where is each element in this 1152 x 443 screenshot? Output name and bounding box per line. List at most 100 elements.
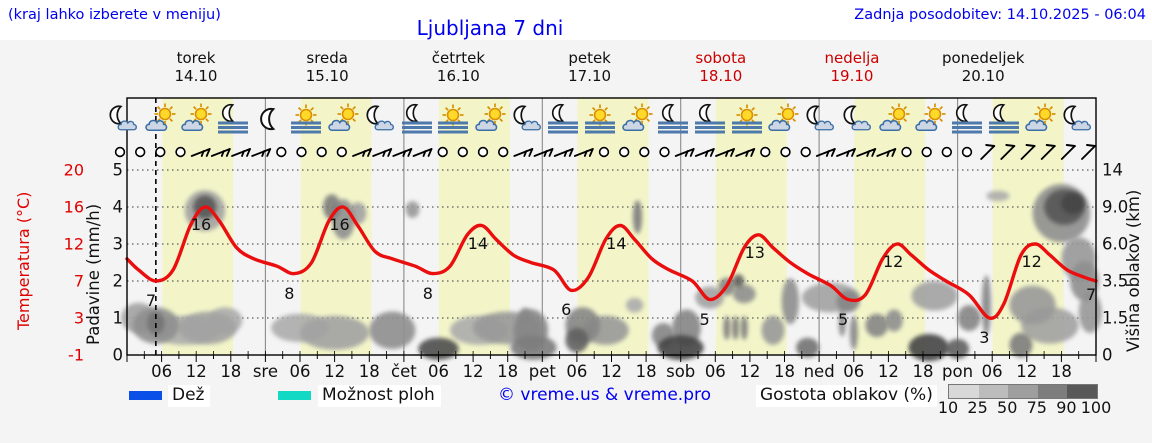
sun-cloud-icon <box>875 100 913 138</box>
rain-legend-swatch <box>129 391 162 400</box>
day-abbrev-label: sre <box>252 362 279 381</box>
rain-legend-label: Dež <box>168 385 211 407</box>
cloud-tick-label: 1.5 <box>1102 308 1129 328</box>
temperature-max-label: 16 <box>329 215 350 234</box>
wind-calm-icon <box>155 146 166 158</box>
hour-label: 18 <box>912 362 934 381</box>
temperature-max-label: 12 <box>1021 252 1042 271</box>
day-date: 19.10 <box>830 66 874 85</box>
day-header-nedelja: nedelja 19.10 <box>792 49 912 85</box>
day-date: 17.10 <box>568 66 612 85</box>
wind-barb-icon <box>815 148 836 157</box>
precip-tick-label: 4 <box>112 197 124 217</box>
day-name: petek <box>568 49 611 67</box>
temperature-min-label: 5 <box>699 309 710 329</box>
wind-calm-icon <box>921 146 932 158</box>
wind-barb-icon <box>674 148 695 157</box>
wind-barb-strong-icon <box>1060 144 1076 160</box>
location-hint: (kraj lahko izberete v meniju) <box>8 7 221 23</box>
cloud-tick-label: 14 <box>1102 160 1123 180</box>
wind-calm-icon <box>457 146 468 158</box>
sun-fog-icon <box>434 100 472 138</box>
cloud-blob <box>732 274 745 288</box>
cloud-blob <box>849 315 858 350</box>
sun-cloud-icon <box>177 100 215 138</box>
wind-calm-icon <box>780 146 791 158</box>
sun-fog-icon <box>287 100 325 138</box>
wind-calm-icon <box>114 146 126 158</box>
cloud-blob <box>510 335 557 360</box>
cloud-blob <box>632 200 643 234</box>
day-name: sobota <box>695 49 747 67</box>
cloud-blob <box>405 201 420 218</box>
wind-barb-icon <box>412 148 433 157</box>
hour-label: 12 <box>462 362 484 381</box>
sun-cloud-icon <box>618 100 656 138</box>
wind-calm-icon <box>659 146 670 158</box>
day-header-sobota: sobota 18.10 <box>661 49 781 85</box>
temp-tick-label: -1 <box>68 345 84 365</box>
cloud-tick-label: 6.0 <box>1102 234 1129 254</box>
moon-icon <box>251 100 289 138</box>
temperature-min-label: 8 <box>284 283 295 303</box>
sun-cloud-icon <box>764 100 802 138</box>
wind-barb-strong-icon <box>1040 144 1056 160</box>
wind-barb-strong-icon <box>980 144 996 160</box>
sun-cloud-icon <box>911 100 949 138</box>
precip-tick-label: 5 <box>112 160 124 180</box>
wind-barb-icon <box>231 148 251 157</box>
cloud-blob <box>323 194 341 220</box>
colorbar-tick-label: 10 <box>937 398 959 417</box>
colorbar-tick-label: 50 <box>997 398 1018 417</box>
day-date: 16.10 <box>436 66 480 85</box>
temperature-curve <box>125 205 1098 320</box>
cloud-blob <box>732 284 756 304</box>
colorbar-segment <box>949 385 979 398</box>
cloud-blob <box>781 278 799 325</box>
wind-barb-icon <box>533 148 554 157</box>
wind-barb-icon <box>694 148 715 157</box>
sun-cloud-icon <box>471 100 509 138</box>
wind-calm-icon <box>296 146 307 158</box>
wind-calm-icon <box>639 146 650 158</box>
day-name: nedelja <box>824 49 880 67</box>
plot-frame <box>126 97 1097 356</box>
last-updated: Zadnja posodobitev: 14.10.2025 - 06:04 <box>854 7 1146 23</box>
wind-calm-icon <box>477 146 489 158</box>
day-header-sreda: sreda 15.10 <box>267 49 387 85</box>
sun-cloud-icon <box>324 100 362 138</box>
cloud-height-axis-title: Višina oblakov (km) <box>1124 189 1143 352</box>
wind-barb-icon <box>372 148 393 157</box>
hour-label: 06 <box>427 362 449 381</box>
cloud-blob <box>986 190 1010 202</box>
moon-fog-icon <box>948 100 986 138</box>
hour-label: 18 <box>1050 362 1072 381</box>
day-date: 18.10 <box>699 66 743 85</box>
hour-label: 12 <box>877 362 899 381</box>
cloud-tick-label: 9.0 <box>1102 197 1129 217</box>
cloud-blob <box>1061 192 1085 214</box>
hour-label: 06 <box>981 362 1003 381</box>
temperature-min-label: 7 <box>145 291 157 310</box>
wind-barb-icon <box>210 148 231 157</box>
day-abbrev-label: pon <box>942 362 974 381</box>
temperature-max-label: 16 <box>190 215 212 234</box>
moon-fog-icon <box>985 100 1023 138</box>
cloud-blob <box>908 334 949 362</box>
hour-label: 18 <box>358 362 380 381</box>
wind-barb-strong-icon <box>1081 144 1096 160</box>
cloud-blob <box>1070 261 1099 301</box>
colorbar-tick-label: 25 <box>967 398 988 417</box>
precip-tick-label: 2 <box>112 271 124 291</box>
wind-barb-icon <box>190 148 211 157</box>
temperature-max-label: 13 <box>744 242 765 262</box>
page-title: Ljubljana 7 dni <box>416 16 564 40</box>
wind-calm-icon <box>941 146 952 158</box>
cloud-blob <box>179 311 237 345</box>
cloud-blob <box>1009 332 1033 358</box>
colorbar-tick-label: 100 <box>1080 398 1112 417</box>
wind-barb-icon <box>513 148 534 157</box>
copyright-link[interactable]: © vreme.us & vreme.pro <box>498 385 712 405</box>
